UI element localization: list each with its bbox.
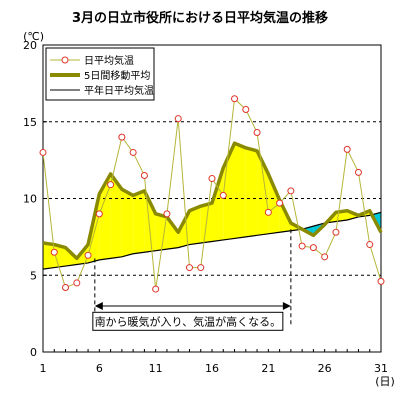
y-tick-label-0: 0 [30, 346, 37, 359]
daily-point-9 [129, 148, 137, 156]
y-tick-label-10: 10 [23, 193, 37, 206]
daily-point-10 [140, 171, 148, 179]
daily-point-20 [253, 128, 261, 136]
daily-point-17 [219, 191, 227, 199]
daily-point-27 [332, 228, 340, 236]
above-normal-fill [99, 173, 111, 260]
daily-point-19 [242, 105, 250, 113]
above-normal-fill [245, 147, 258, 237]
legend: 日平均気温 5日間移動平均 平年日平均気温 [45, 47, 155, 101]
daily-point-2 [50, 248, 58, 256]
above-normal-fill [121, 189, 134, 257]
daily-point-23 [287, 187, 295, 195]
above-normal-fill [178, 210, 190, 248]
above-normal-fill [268, 173, 280, 234]
x-axis-unit: (日) [375, 375, 395, 388]
above-normal-fill [166, 216, 179, 250]
daily-point-14 [185, 264, 193, 272]
daily-point-21 [264, 208, 272, 216]
daily-point-18 [231, 95, 239, 103]
daily-point-26 [321, 253, 329, 261]
daily-point-22 [276, 199, 284, 207]
daily-point-15 [197, 264, 205, 272]
daily-point-1 [39, 148, 47, 156]
legend-swatch-daily-marker [61, 56, 69, 64]
daily-point-25 [309, 244, 317, 252]
y-tick-label-5: 5 [30, 269, 37, 282]
x-tick-label-31: 31 [374, 362, 388, 375]
x-tick-label-21: 21 [261, 362, 275, 375]
daily-point-6 [95, 210, 103, 218]
y-tick-label-15: 15 [23, 116, 37, 129]
daily-point-13 [174, 115, 182, 123]
annotation-arrow-head-left [94, 301, 103, 310]
daily-point-30 [366, 241, 374, 249]
y-tick-label-20: 20 [23, 39, 37, 52]
legend-label-daily: 日平均気温 [84, 54, 134, 67]
chart-title: 3月の日立市役所における日平均気温の推移 [72, 10, 328, 26]
daily-point-12 [163, 210, 171, 218]
above-normal-fill [234, 143, 246, 239]
annotation-text: 南から暖気が入り、気温が高くなる。 [95, 314, 282, 328]
legend-label-moving-average: 5日間移動平均 [84, 69, 150, 82]
daily-point-31 [377, 277, 385, 285]
series-moving-average-line [42, 141, 383, 261]
x-tick-label-1: 1 [40, 362, 47, 375]
above-normal-fill [133, 190, 145, 254]
above-normal-fill [212, 167, 224, 242]
daily-point-28 [343, 145, 351, 153]
annotation: 南から暖気が入り、気温が高くなる。 [92, 311, 284, 331]
above-normal-fill [43, 243, 55, 270]
above-normal-fill [110, 173, 122, 259]
legend-label-normal: 平年日平均気温 [84, 84, 154, 97]
daily-point-29 [354, 168, 362, 176]
x-tick-label-6: 6 [96, 362, 103, 375]
daily-point-16 [208, 175, 216, 183]
above-normal-fill [155, 213, 167, 251]
annotation-box [92, 311, 284, 331]
annotation-arrow-head-right [282, 301, 291, 310]
daily-point-5 [84, 251, 92, 259]
x-tick-label-16: 16 [205, 362, 219, 375]
daily-point-4 [73, 279, 81, 287]
daily-point-8 [118, 133, 126, 141]
x-tick-label-11: 11 [149, 362, 163, 375]
daily-point-24 [298, 242, 306, 250]
daily-point-11 [152, 285, 160, 293]
daily-point-7 [107, 181, 115, 189]
x-tick-label-26: 26 [318, 362, 332, 375]
y-axis-unit: (℃) [23, 30, 44, 43]
above-normal-fill [189, 206, 201, 245]
daily-point-3 [62, 284, 70, 292]
